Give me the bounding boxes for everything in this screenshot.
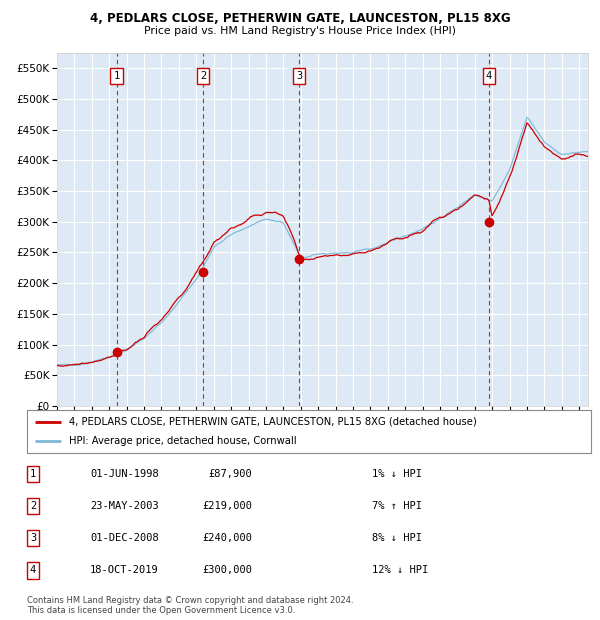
Text: £87,900: £87,900 (208, 469, 252, 479)
Text: 8% ↓ HPI: 8% ↓ HPI (372, 533, 422, 543)
Text: £240,000: £240,000 (202, 533, 252, 543)
Text: 18-OCT-2019: 18-OCT-2019 (90, 565, 159, 575)
Text: 4: 4 (485, 71, 492, 81)
Text: 4, PEDLARS CLOSE, PETHERWIN GATE, LAUNCESTON, PL15 8XG: 4, PEDLARS CLOSE, PETHERWIN GATE, LAUNCE… (89, 12, 511, 25)
Text: 1% ↓ HPI: 1% ↓ HPI (372, 469, 422, 479)
Text: 1: 1 (30, 469, 36, 479)
Text: 01-DEC-2008: 01-DEC-2008 (90, 533, 159, 543)
Text: HPI: Average price, detached house, Cornwall: HPI: Average price, detached house, Corn… (70, 436, 297, 446)
Text: Contains HM Land Registry data © Crown copyright and database right 2024.
This d: Contains HM Land Registry data © Crown c… (27, 596, 353, 615)
Text: 01-JUN-1998: 01-JUN-1998 (90, 469, 159, 479)
Text: 12% ↓ HPI: 12% ↓ HPI (372, 565, 428, 575)
Text: £300,000: £300,000 (202, 565, 252, 575)
Text: Price paid vs. HM Land Registry's House Price Index (HPI): Price paid vs. HM Land Registry's House … (144, 26, 456, 36)
Text: 1: 1 (113, 71, 119, 81)
Text: 4, PEDLARS CLOSE, PETHERWIN GATE, LAUNCESTON, PL15 8XG (detached house): 4, PEDLARS CLOSE, PETHERWIN GATE, LAUNCE… (70, 417, 477, 427)
Text: £219,000: £219,000 (202, 501, 252, 511)
Text: 3: 3 (296, 71, 302, 81)
Text: 4: 4 (30, 565, 36, 575)
Text: 3: 3 (30, 533, 36, 543)
Text: 2: 2 (30, 501, 36, 511)
Text: 7% ↑ HPI: 7% ↑ HPI (372, 501, 422, 511)
Text: 23-MAY-2003: 23-MAY-2003 (90, 501, 159, 511)
Text: 2: 2 (200, 71, 206, 81)
